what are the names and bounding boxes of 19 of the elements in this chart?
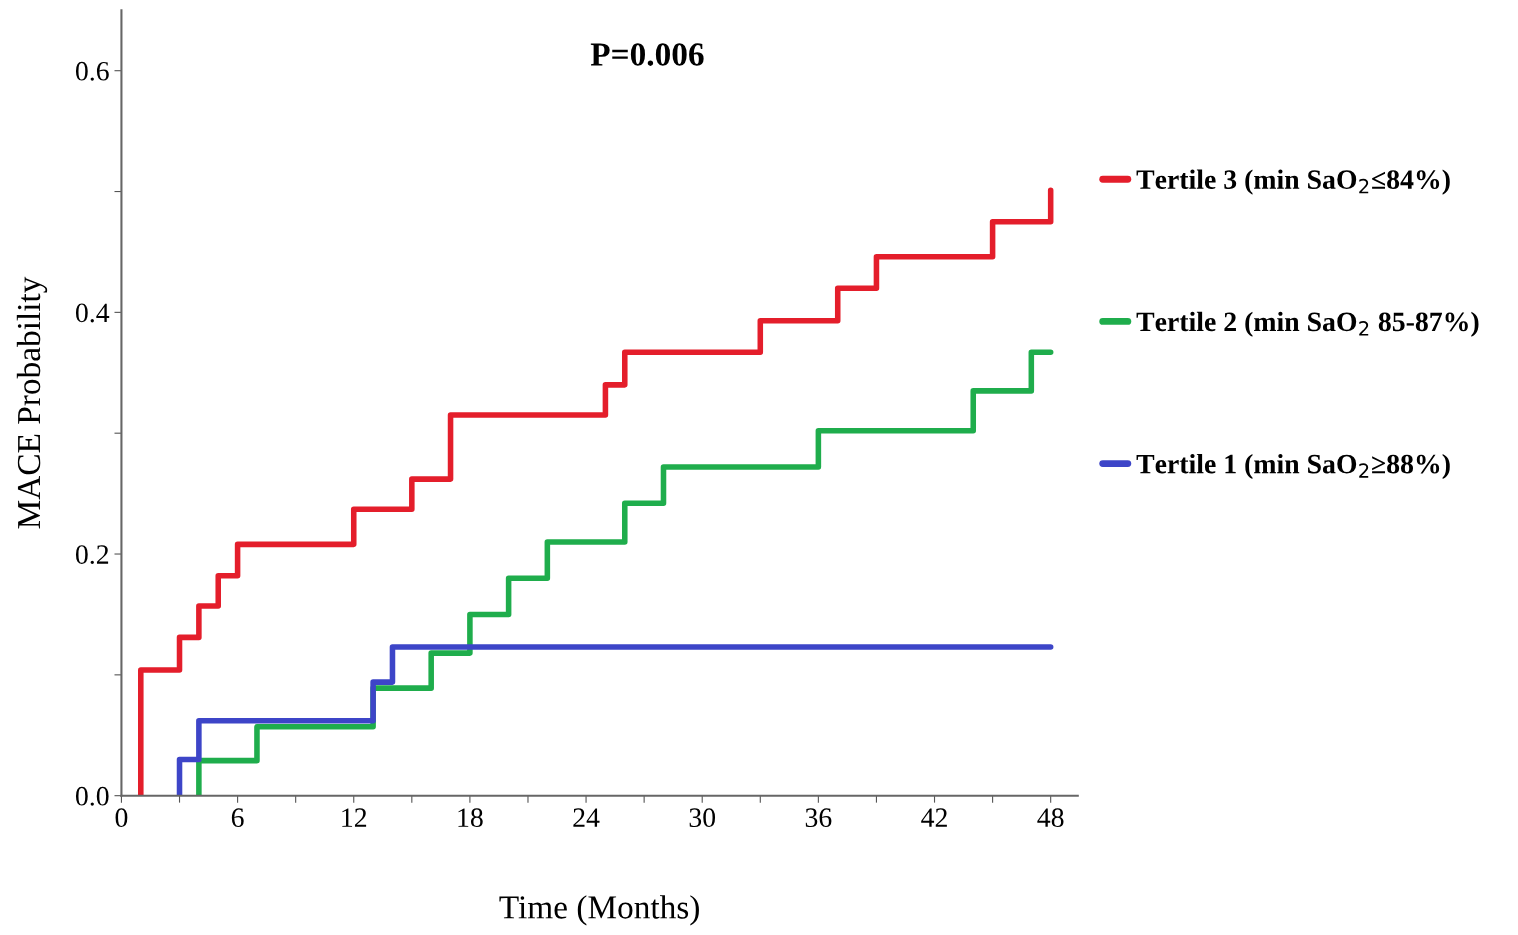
x-tick-label: 0 (115, 808, 128, 828)
y-tick-label: 0.4 (75, 303, 110, 323)
legend-label: Tertile 1 (min SaO$_{2}$≥88%) (1136, 453, 1450, 480)
x-tick-label: 42 (921, 808, 947, 827)
y-tick-label: 0.0 (75, 786, 109, 806)
x-tick-label: 30 (689, 808, 716, 828)
x-axis-title: Time (Months) (499, 895, 699, 926)
x-tick-label: 18 (458, 808, 483, 828)
y-tick-label: 0.2 (75, 545, 109, 565)
x-tick-label: 24 (573, 808, 600, 827)
legend-label: Tertile 2 (min SaO$_{2}$ 85-87%) (1136, 311, 1479, 337)
y-tick-label: 0.6 (75, 61, 109, 81)
x-tick-label: 6 (231, 808, 244, 828)
x-tick-label: 36 (805, 808, 832, 828)
y-axis-title: MACE Probability (16, 276, 48, 529)
x-tick-label: 12 (342, 808, 367, 827)
annotation: P=0.006 (590, 43, 704, 66)
x-tick-label: 48 (1037, 808, 1064, 828)
legend-label: Tertile 3 (min SaO$_{2}$≤84%) (1136, 169, 1450, 195)
